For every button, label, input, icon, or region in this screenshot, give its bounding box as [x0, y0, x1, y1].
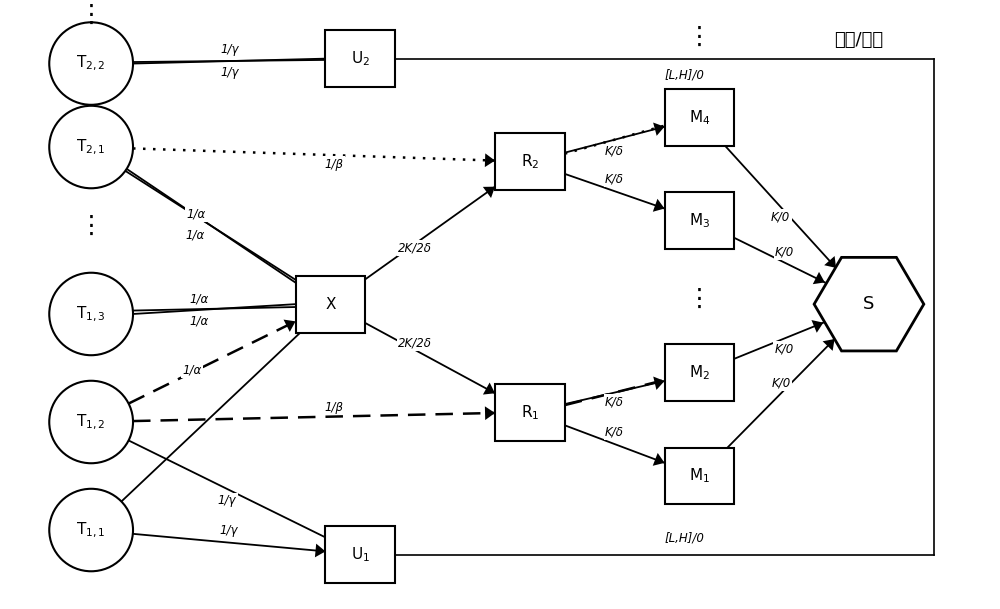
Polygon shape [284, 320, 296, 332]
Text: 1/γ: 1/γ [220, 524, 238, 537]
Text: 1/α: 1/α [190, 314, 209, 328]
Text: T$_{1,2}$: T$_{1,2}$ [76, 412, 106, 432]
Text: 容量/费用: 容量/费用 [834, 31, 884, 49]
Bar [325, 526, 395, 583]
Polygon shape [823, 339, 835, 351]
Text: K/0: K/0 [774, 342, 793, 355]
Polygon shape [811, 320, 823, 333]
Bar [665, 192, 734, 249]
Polygon shape [813, 272, 825, 284]
Text: ⋮: ⋮ [687, 287, 712, 311]
Polygon shape [814, 258, 924, 351]
Text: ⋮: ⋮ [687, 25, 712, 49]
Text: T$_{2,1}$: T$_{2,1}$ [76, 138, 106, 157]
Bar [325, 30, 395, 87]
Circle shape [49, 489, 133, 571]
Bar [665, 89, 734, 146]
Text: K/0: K/0 [771, 210, 790, 224]
Bar [665, 448, 734, 504]
Text: T$_{1,3}$: T$_{1,3}$ [76, 304, 106, 323]
Text: R$_1$: R$_1$ [521, 403, 539, 421]
Text: K/0: K/0 [771, 377, 791, 390]
Text: K/0: K/0 [775, 246, 794, 259]
Text: R$_2$: R$_2$ [521, 152, 539, 171]
Text: 1/α: 1/α [190, 292, 209, 306]
Text: 1/β: 1/β [324, 401, 343, 414]
Text: T$_{2,2}$: T$_{2,2}$ [76, 54, 106, 73]
Text: U$_1$: U$_1$ [351, 545, 370, 564]
Text: K/δ: K/δ [605, 173, 624, 186]
Text: [L,H]/0: [L,H]/0 [665, 68, 704, 82]
Text: 1/γ: 1/γ [218, 495, 236, 507]
Polygon shape [483, 382, 495, 395]
Polygon shape [653, 199, 665, 212]
Text: ⋮: ⋮ [79, 2, 104, 26]
Text: 1/α: 1/α [183, 364, 202, 377]
Text: ⋮: ⋮ [79, 214, 104, 238]
Polygon shape [653, 453, 665, 466]
Text: 1/β: 1/β [324, 158, 343, 171]
Text: 1/α: 1/α [187, 208, 206, 220]
Text: U$_2$: U$_2$ [351, 49, 370, 68]
Text: M$_1$: M$_1$ [689, 466, 710, 485]
Text: K/δ: K/δ [605, 145, 624, 158]
Text: 2K/2δ: 2K/2δ [398, 337, 432, 350]
Text: 2K/2δ: 2K/2δ [398, 241, 432, 254]
Text: K/δ: K/δ [605, 426, 624, 439]
Text: 1/γ: 1/γ [220, 66, 239, 79]
Bar [665, 345, 734, 401]
Bar [296, 276, 365, 333]
Polygon shape [485, 406, 495, 420]
Text: 1/γ: 1/γ [220, 43, 238, 55]
Polygon shape [315, 544, 325, 557]
Text: M$_3$: M$_3$ [689, 211, 710, 230]
Text: X: X [325, 297, 336, 312]
Circle shape [49, 106, 133, 188]
Circle shape [49, 23, 133, 105]
Text: K/δ: K/δ [605, 396, 624, 409]
Text: T$_{1,1}$: T$_{1,1}$ [76, 520, 106, 540]
Circle shape [49, 273, 133, 355]
Polygon shape [483, 187, 495, 198]
Bar [495, 133, 565, 190]
Polygon shape [653, 122, 665, 136]
Text: M$_4$: M$_4$ [689, 108, 710, 127]
Text: S: S [863, 295, 875, 313]
Polygon shape [485, 153, 495, 167]
Polygon shape [824, 256, 836, 268]
Circle shape [49, 381, 133, 463]
Text: [L,H]/0: [L,H]/0 [665, 532, 704, 545]
Polygon shape [653, 376, 665, 390]
Bar [495, 384, 565, 441]
Text: 1/α: 1/α [186, 228, 205, 242]
Text: M$_2$: M$_2$ [689, 364, 710, 382]
